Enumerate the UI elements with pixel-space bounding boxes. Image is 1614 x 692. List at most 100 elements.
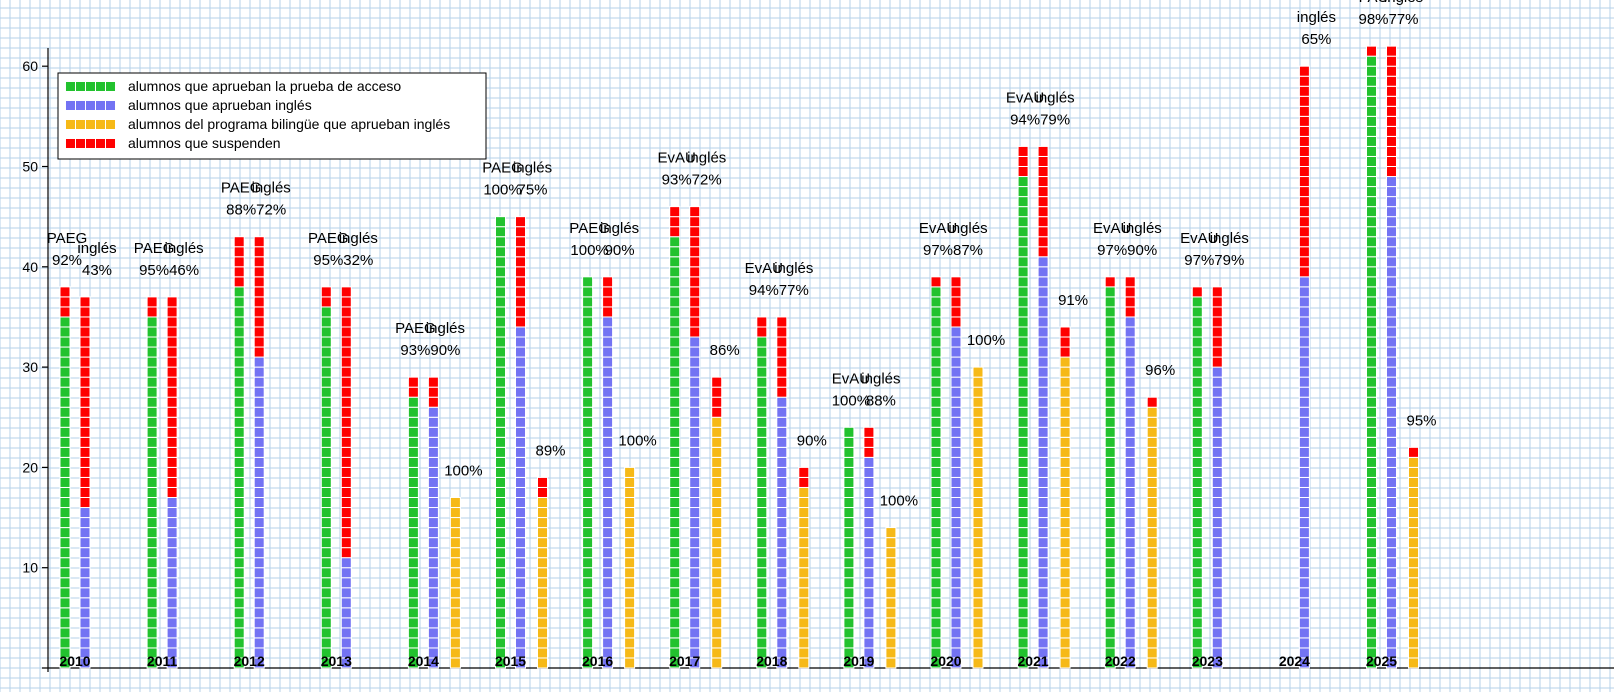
bar-unit (1104, 446, 1116, 458)
bar-unit (233, 476, 245, 488)
bar-unit (1366, 105, 1377, 117)
bar-unit (624, 557, 636, 569)
bar-unit (1104, 386, 1116, 398)
bar-unit (863, 507, 875, 519)
bar-unit (515, 517, 526, 529)
bar-unit (515, 527, 526, 539)
bar-unit (756, 456, 768, 468)
bar-unit (146, 567, 158, 579)
bar-unit (669, 256, 681, 268)
bar-unit (950, 416, 962, 428)
bar-unit (59, 436, 71, 448)
bar-unit (1408, 456, 1419, 468)
exam-name-label: PAU (1359, 0, 1389, 6)
bar-unit (950, 476, 962, 488)
bar-unit (950, 607, 962, 619)
bar-unit (1037, 446, 1049, 458)
bar-unit (756, 386, 768, 398)
bar-unit (166, 597, 178, 609)
bar-unit (515, 276, 526, 288)
bar-unit (756, 476, 768, 488)
bar-unit (1366, 186, 1377, 198)
bar-unit (669, 486, 681, 498)
bar-unit (146, 326, 158, 338)
bar-unit (1059, 647, 1071, 659)
bar-unit (669, 436, 681, 448)
bar-unit (515, 286, 526, 298)
bar-unit (1037, 517, 1049, 529)
bar-unit (1366, 145, 1377, 157)
bar-unit (146, 627, 158, 639)
bar-unit (1298, 496, 1310, 509)
bar-unit (146, 366, 158, 378)
bar-unit (1037, 436, 1049, 448)
year-label-2025: 2025 (1366, 653, 1397, 669)
bar-unit (624, 647, 636, 659)
bar-unit (972, 537, 984, 549)
bar-unit (1386, 176, 1397, 188)
bar-unit (515, 577, 526, 589)
bar-unit (711, 557, 723, 569)
bar-unit (602, 466, 614, 478)
bar-unit (166, 446, 178, 458)
bar-ingles-2010 (79, 296, 91, 669)
bar-unit (776, 346, 788, 358)
bar-unit (863, 496, 875, 509)
bar-unit (972, 517, 984, 529)
bar-unit (582, 346, 594, 358)
bar-unit (669, 547, 681, 559)
acceso-pct-label: 97% (1184, 252, 1214, 269)
bar-unit (950, 296, 962, 308)
bar-unit (320, 517, 332, 529)
ingles-pct-label: 77% (1388, 11, 1418, 28)
acceso-pct-label: 88% (226, 202, 256, 219)
bar-unit (537, 527, 548, 539)
bar-unit (253, 356, 265, 368)
exam-name-label: EvAU (832, 370, 870, 387)
bar-unit (1386, 306, 1397, 318)
bar-unit (537, 507, 548, 519)
bar-unit (146, 436, 158, 448)
bar-unit (972, 436, 984, 448)
bar-unit (930, 557, 942, 569)
bar-unit (711, 456, 723, 468)
ingles-pct-label: 88% (866, 392, 896, 409)
bar-unit (407, 617, 419, 629)
bar-unit (776, 587, 788, 599)
bar-unit (1386, 95, 1397, 107)
bar-unit (515, 446, 526, 458)
bar-acceso-2011 (146, 296, 158, 669)
bar-unit (233, 396, 245, 408)
bar-unit (930, 426, 942, 438)
bar-unit (602, 296, 614, 308)
bar-unit (340, 416, 352, 428)
bar-unit (1191, 507, 1203, 519)
bar-unit (1146, 557, 1158, 569)
bar-unit (1017, 145, 1029, 157)
bar-unit (146, 496, 158, 509)
bar-unit (972, 426, 984, 438)
bar-unit (930, 507, 942, 519)
bar-unit (515, 236, 526, 248)
bar-unit (756, 316, 768, 328)
bar-unit (233, 296, 245, 308)
bar-unit (689, 406, 701, 418)
bar-unit (1386, 517, 1397, 529)
bar-unit (776, 547, 788, 559)
bar-unit (59, 517, 71, 529)
bar-unit (79, 446, 91, 458)
bar-unit (515, 597, 526, 609)
bar-unit (495, 346, 506, 358)
year-label-2020: 2020 (930, 653, 961, 669)
bar-unit (427, 456, 439, 468)
bar-unit (843, 476, 855, 488)
bar-unit (1386, 366, 1397, 378)
bar-unit (1017, 256, 1029, 268)
bar-unit (146, 517, 158, 529)
bar-unit (1366, 95, 1377, 107)
bar-unit (689, 597, 701, 609)
bar-bilingue-2019 (885, 527, 897, 669)
bar-unit (582, 527, 594, 539)
bar-unit (427, 376, 439, 388)
bar-unit (1366, 366, 1377, 378)
